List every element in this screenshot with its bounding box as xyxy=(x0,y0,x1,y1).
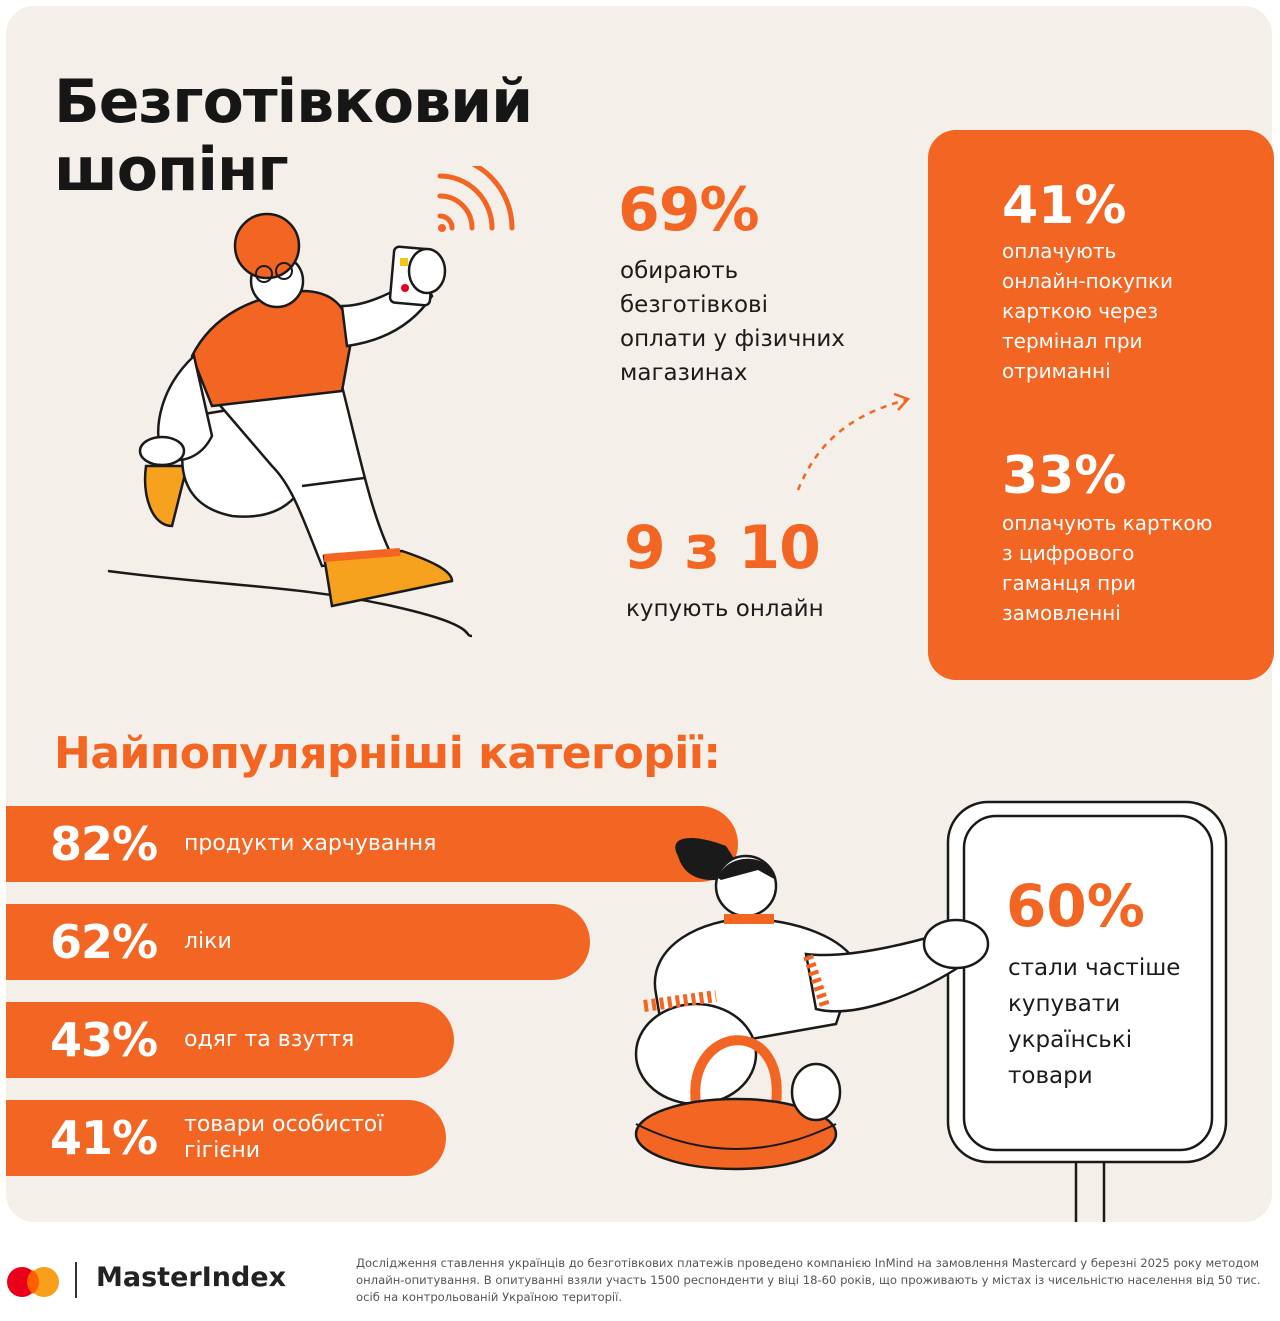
box-text-line: з цифрового xyxy=(1002,541,1135,565)
sign-stat-value: 60% xyxy=(1006,872,1145,940)
sign-text-line: стали частіше xyxy=(1008,955,1181,981)
category-bar: 41% товари особистої гігієни xyxy=(6,1100,446,1176)
offline-text-line: оплати у фізичних xyxy=(620,326,845,352)
category-label-line: ліки xyxy=(184,929,232,954)
category-pct: 62% xyxy=(50,915,158,969)
box-text-line: онлайн-покупки xyxy=(1002,269,1174,293)
survey-footnote: Дослідження ставлення українців до безго… xyxy=(356,1256,1261,1304)
category-bar: 43% одяг та взуття xyxy=(6,1002,454,1078)
box-text-line: гаманця при xyxy=(1002,571,1136,595)
box-text-line: оплачують xyxy=(1002,239,1117,263)
category-label-line: гігієни xyxy=(184,1138,261,1163)
woman-sign-illustration xyxy=(634,800,1228,1222)
category-bar: 82% продукти харчування xyxy=(6,806,738,882)
category-label-line: товари особистої xyxy=(184,1112,384,1137)
box-stat-1-text: оплачують онлайн-покупки карткою через т… xyxy=(1002,236,1173,386)
mastercard-logo-icon xyxy=(7,1267,59,1297)
category-label-line: продукти харчування xyxy=(184,831,437,856)
category-label: товари особистої гігієни xyxy=(184,1112,383,1164)
offline-text-line: безготівкові xyxy=(620,292,768,318)
box-text-line: замовленні xyxy=(1002,601,1121,625)
offline-text-line: магазинах xyxy=(620,360,748,386)
category-label: продукти харчування xyxy=(184,831,436,857)
category-pct: 41% xyxy=(50,1111,158,1165)
categories-heading: Найпопулярніші категорії: xyxy=(54,728,721,779)
category-bar: 62% ліки xyxy=(6,904,590,980)
box-stat-2-text: оплачують карткою з цифрового гаманця пр… xyxy=(1002,508,1212,628)
online-stat-value: 9 з 10 xyxy=(624,513,821,583)
sign-text-line: товари xyxy=(1008,1063,1093,1089)
title-line-1: Безготівковий xyxy=(54,67,533,137)
category-pct: 43% xyxy=(50,1013,158,1067)
sign-text-line: купувати xyxy=(1008,991,1121,1017)
footer-divider xyxy=(75,1262,77,1298)
sign-text-line: українські xyxy=(1008,1027,1133,1053)
category-label: ліки xyxy=(184,929,232,955)
box-text-line: термінал при xyxy=(1002,329,1143,353)
category-label-line: одяг та взуття xyxy=(184,1027,355,1052)
box-text-line: отриманні xyxy=(1002,359,1111,383)
box-text-line: оплачують карткою xyxy=(1002,511,1213,535)
online-stat-text: купують онлайн xyxy=(626,596,824,622)
page-title: Безготівковий шопінг xyxy=(54,67,533,205)
offline-stat-text: обирають безготівкові оплати у фізичних … xyxy=(620,254,845,390)
category-pct: 82% xyxy=(50,817,158,871)
brand-name: MasterIndex xyxy=(96,1262,287,1293)
dashed-arrow xyxy=(796,392,911,491)
contactless-icon xyxy=(437,166,515,232)
online-payments-box: 41% оплачують онлайн-покупки карткою чер… xyxy=(928,130,1274,680)
category-label: одяг та взуття xyxy=(184,1027,354,1053)
box-text-line: карткою через xyxy=(1002,299,1158,323)
title-line-2: шопінг xyxy=(54,135,289,205)
offline-text-line: обирають xyxy=(620,258,739,284)
sign-stat-text: стали частіше купувати українські товари xyxy=(1008,950,1180,1094)
box-stat-2-value: 33% xyxy=(1002,446,1127,506)
box-stat-1-value: 41% xyxy=(1002,176,1127,236)
offline-stat-value: 69% xyxy=(618,175,760,245)
man-paying-illustration xyxy=(107,166,515,638)
